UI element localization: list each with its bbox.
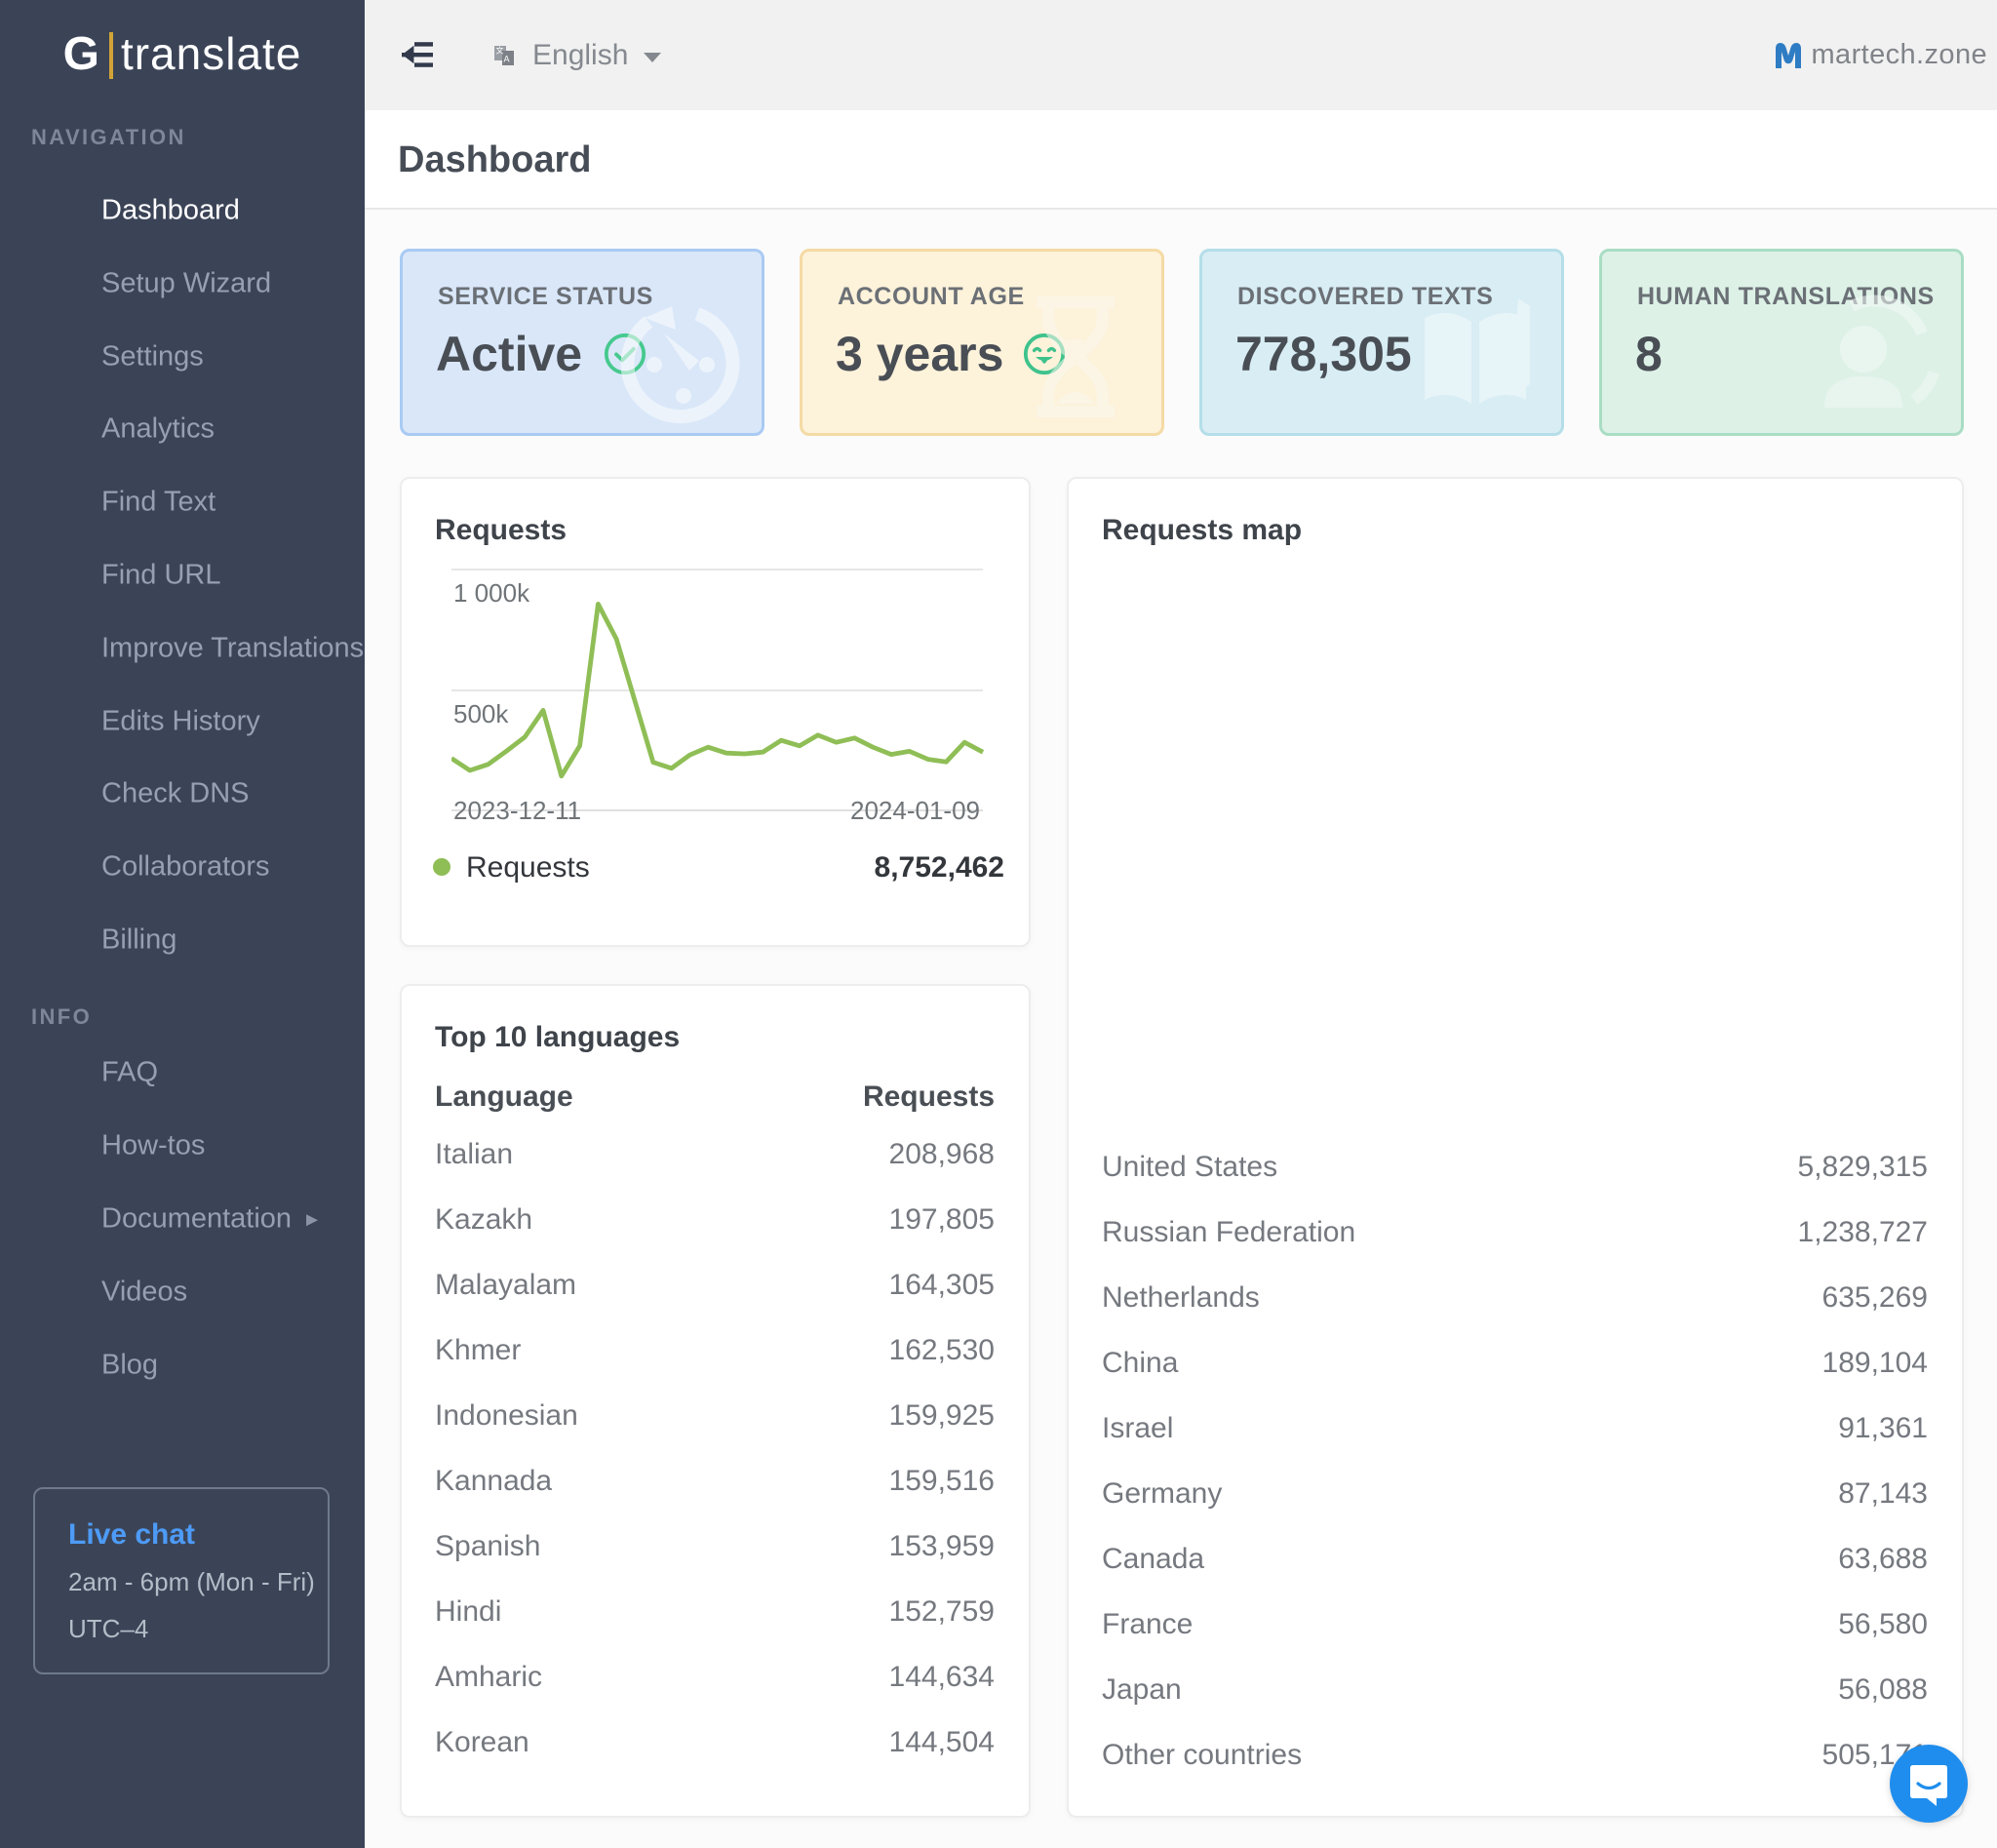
svg-text:A: A xyxy=(504,54,510,63)
svg-text:文: 文 xyxy=(496,45,504,55)
